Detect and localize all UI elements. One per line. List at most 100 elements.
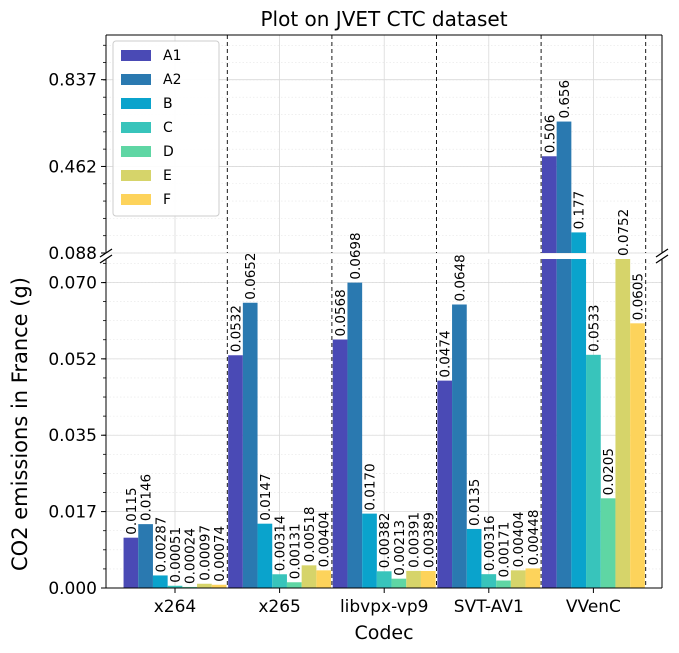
value-label: 0.0648 <box>452 254 468 301</box>
value-label: 0.177 <box>572 191 588 230</box>
bar-B-libvpx-vp9 <box>362 513 377 588</box>
y-ticks: 0.000 0.017 0.035 0.052 0.070 0.088 0.462 0.837 <box>48 44 106 599</box>
bar-E-VVenC <box>615 259 631 588</box>
value-label: 0.00316 <box>482 515 498 571</box>
bar-F-VVenC <box>630 323 645 588</box>
value-label: 0.0698 <box>348 232 364 279</box>
bar-C-x265 <box>272 574 287 588</box>
y-tick-label: 0.088 <box>48 244 97 264</box>
value-label: 0.00314 <box>273 515 289 571</box>
legend-label-F: F <box>163 192 171 208</box>
legend-label-E: E <box>163 168 172 184</box>
x-tick-label: libvpx-vp9 <box>340 597 429 617</box>
legend-swatch-E <box>121 170 151 181</box>
bar-upper-A1-VVenC <box>541 156 557 253</box>
legend-swatch-D <box>121 146 151 157</box>
bar-D-x264 <box>182 586 198 588</box>
y-tick-label: 0.052 <box>48 350 97 370</box>
value-label: 0.00287 <box>153 517 169 573</box>
value-label: 0.656 <box>557 80 573 119</box>
bar-B-VVenC <box>571 259 587 588</box>
value-label: 0.00171 <box>497 522 513 578</box>
bar-A2-libvpx-vp9 <box>347 282 363 588</box>
y-tick-label: 0.000 <box>48 579 97 599</box>
value-label: 0.00518 <box>302 507 318 563</box>
bar-E-libvpx-vp9 <box>406 570 421 588</box>
y-axis-label: CO2 emissions in France (g) <box>8 277 32 571</box>
bar-A1-x265 <box>228 355 243 588</box>
bar-C-SVT-AV1 <box>481 574 497 588</box>
value-label: 0.00404 <box>317 511 333 567</box>
value-label: 0.0652 <box>243 252 259 299</box>
plot-area: 0.01150.01460.002870.000510.000240.00097… <box>48 34 669 617</box>
bar-D-x265 <box>286 582 302 588</box>
break-mark <box>655 254 669 264</box>
value-labels: 0.01150.01460.002870.000510.000240.00097… <box>124 80 647 584</box>
bar-E-SVT-AV1 <box>510 570 526 588</box>
legend-label-A2: A2 <box>163 72 181 88</box>
legend-swatch-A1 <box>121 50 151 61</box>
axis-break-marks <box>99 248 669 264</box>
legend-label-B: B <box>163 96 173 112</box>
x-tick-label: x265 <box>258 597 301 617</box>
value-label: 0.0115 <box>124 487 140 534</box>
value-label: 0.00074 <box>212 526 228 582</box>
value-label: 0.00389 <box>421 512 437 568</box>
legend-swatch-F <box>121 194 151 205</box>
value-label: 0.00213 <box>392 520 408 576</box>
bar-A1-VVenC <box>541 259 557 588</box>
bar-E-x265 <box>301 565 317 588</box>
bar-F-libvpx-vp9 <box>420 570 436 588</box>
legend-label-D: D <box>163 144 174 160</box>
bar-A1-libvpx-vp9 <box>332 339 348 588</box>
bar-A2-x264 <box>138 524 153 588</box>
value-label: 0.0533 <box>586 305 602 352</box>
bar-A2-SVT-AV1 <box>452 304 467 588</box>
value-label: 0.0146 <box>139 474 155 521</box>
bar-B-x264 <box>152 575 168 588</box>
x-tick-label: SVT-AV1 <box>454 597 524 617</box>
bar-C-libvpx-vp9 <box>376 571 392 588</box>
y-tick-label: 0.837 <box>48 71 97 91</box>
bar-E-x264 <box>197 583 212 588</box>
legend-swatch-A2 <box>121 74 151 85</box>
value-label: 0.00024 <box>183 528 199 584</box>
value-label: 0.00051 <box>168 527 184 583</box>
x-ticks: x264 x265 libvpx-vp9 SVT-AV1 VVenC <box>154 588 621 617</box>
bar-F-x264 <box>211 584 227 588</box>
bar-F-x265 <box>316 570 332 588</box>
bar-D-SVT-AV1 <box>496 580 511 588</box>
y-tick-label: 0.462 <box>48 157 97 177</box>
bar-C-VVenC <box>586 354 601 588</box>
value-label: 0.00382 <box>377 512 393 568</box>
value-label: 0.00391 <box>407 512 423 568</box>
break-mark <box>99 254 113 264</box>
bar-F-SVT-AV1 <box>525 568 541 588</box>
bar-upper-B-VVenC <box>571 232 587 253</box>
value-label: 0.0170 <box>363 463 379 510</box>
group-separators <box>226 35 647 588</box>
value-label: 0.0752 <box>616 209 632 256</box>
bars <box>123 121 645 588</box>
y-tick-label: 0.035 <box>48 426 97 446</box>
legend-label-C: C <box>163 120 173 136</box>
value-label: 0.00448 <box>526 510 542 566</box>
bars-lower-panel <box>123 259 645 588</box>
y-tick-label: 0.070 <box>48 274 97 294</box>
value-label: 0.00131 <box>287 523 303 579</box>
value-label: 0.0568 <box>333 289 349 336</box>
chart-title: Plot on JVET CTC dataset <box>260 7 507 31</box>
legend-label-A1: A1 <box>163 48 181 64</box>
value-label: 0.0474 <box>438 330 454 377</box>
legend-swatch-C <box>121 122 151 133</box>
bar-B-SVT-AV1 <box>466 528 482 588</box>
bar-C-x264 <box>167 585 183 588</box>
x-tick-label: x264 <box>154 597 197 617</box>
value-label: 0.0205 <box>601 448 617 495</box>
value-label: 0.0605 <box>631 273 647 320</box>
value-label: 0.0147 <box>258 473 274 520</box>
bar-A2-x265 <box>242 302 258 588</box>
legend-swatch-B <box>121 98 151 109</box>
